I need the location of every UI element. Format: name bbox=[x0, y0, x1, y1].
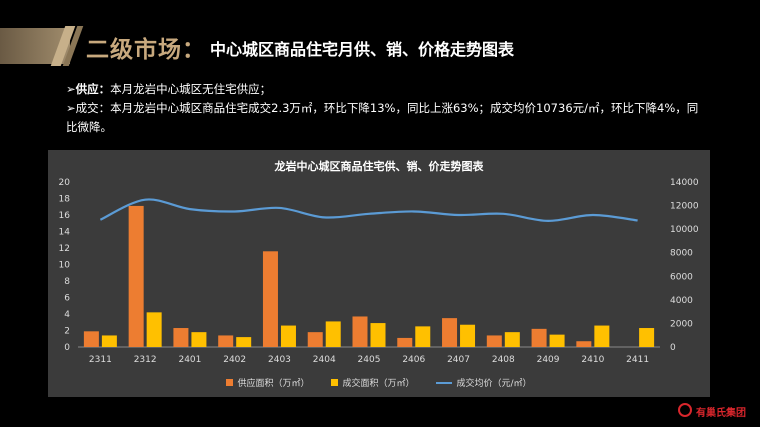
x-tick-label: 2311 bbox=[89, 355, 112, 365]
bar-supply bbox=[128, 205, 144, 347]
deal-text: 本月龙岩中心城区商品住宅成交2.3万㎡，环比下降13%，同比上涨63%；成交均价… bbox=[66, 101, 699, 134]
bar-supply bbox=[486, 335, 502, 347]
x-tick-label: 2401 bbox=[178, 355, 201, 365]
bar-supply bbox=[442, 318, 458, 347]
legend-swatch-supply bbox=[226, 379, 234, 386]
y-left-tick-label: 18 bbox=[59, 195, 71, 205]
deal-label: ➢成交： bbox=[66, 101, 111, 115]
legend-label-supply: 供应面积（万㎡） bbox=[237, 379, 310, 389]
bar-deal bbox=[370, 323, 386, 347]
bar-deal bbox=[415, 326, 431, 347]
chart-panel: 龙岩中心城区商品住宅供、销、价走势图表 0 2 4 6 8 10 12 14 16 18 20 0 20… bbox=[48, 150, 710, 397]
x-tick-label: 2411 bbox=[626, 355, 649, 365]
legend-label-deal: 成交面积（万㎡） bbox=[342, 379, 415, 389]
supply-label: ➢供应： bbox=[66, 82, 111, 96]
logo-text: 有巢氏集团 bbox=[696, 408, 746, 419]
bar-deal bbox=[280, 325, 296, 347]
legend-label-price: 成交均价（元/㎡） bbox=[456, 379, 532, 389]
y-right-tick-label: 14000 bbox=[670, 178, 699, 188]
x-tick-label: 2407 bbox=[447, 355, 470, 365]
y-left-tick-label: 14 bbox=[59, 228, 71, 238]
bar-deal bbox=[639, 328, 655, 347]
bar-deal bbox=[460, 324, 476, 347]
x-tick-label: 2408 bbox=[492, 355, 515, 365]
y-left-tick-label: 10 bbox=[59, 261, 71, 271]
y-right-tick-label: 6000 bbox=[670, 272, 693, 282]
legend-swatch-deal bbox=[331, 379, 339, 386]
x-tick-label: 2403 bbox=[268, 355, 291, 365]
y-left-tick-label: 16 bbox=[59, 211, 71, 221]
bar-deal bbox=[101, 335, 117, 347]
y-right-tick-label: 2000 bbox=[670, 319, 693, 329]
y-left-tick-label: 6 bbox=[64, 294, 70, 304]
summary-bullets: ➢供应：本月龙岩中心城区无住宅供应； ➢成交：本月龙岩中心城区商品住宅成交2.3… bbox=[66, 80, 706, 137]
bar-deal bbox=[549, 334, 565, 347]
chart-title: 龙岩中心城区商品住宅供、销、价走势图表 bbox=[274, 160, 484, 173]
deal-bullet: ➢成交：本月龙岩中心城区商品住宅成交2.3万㎡，环比下降13%，同比上涨63%；… bbox=[66, 99, 706, 137]
chart-legend: 供应面积（万㎡） 成交面积（万㎡） 成交均价（元/㎡） bbox=[48, 376, 710, 389]
legend-item-supply: 供应面积（万㎡） bbox=[226, 376, 309, 389]
page-subtitle: 中心城区商品住宅月供、销、价格走势图表 bbox=[210, 40, 515, 59]
x-tick-label: 2410 bbox=[581, 355, 604, 365]
x-tick-label: 2409 bbox=[537, 355, 560, 365]
bar-deal bbox=[236, 337, 252, 347]
y-left-tick-label: 0 bbox=[64, 343, 70, 353]
y-right-tick-label: 8000 bbox=[670, 249, 693, 259]
bar-deal bbox=[504, 332, 520, 347]
bar-deal bbox=[325, 321, 341, 347]
bar-supply bbox=[218, 335, 234, 347]
bar-supply bbox=[173, 328, 189, 347]
y-left-tick-label: 4 bbox=[64, 310, 70, 320]
x-tick-label: 2312 bbox=[134, 355, 157, 365]
y-right-tick-label: 12000 bbox=[670, 202, 699, 212]
line-price bbox=[99, 198, 638, 222]
bar-supply bbox=[83, 331, 99, 347]
bar-deal bbox=[594, 325, 610, 347]
bar-supply bbox=[531, 328, 547, 347]
bar-supply bbox=[397, 337, 413, 347]
supply-text: 本月龙岩中心城区无住宅供应； bbox=[110, 82, 272, 96]
bar-supply bbox=[352, 316, 368, 347]
x-tick-label: 2405 bbox=[358, 355, 381, 365]
logo-mark-icon bbox=[678, 403, 692, 417]
y-left-tick-label: 2 bbox=[64, 327, 70, 337]
bar-deal bbox=[191, 332, 207, 347]
bar-supply bbox=[262, 251, 278, 347]
bar-supply bbox=[576, 341, 592, 347]
page-title: 二级市场： bbox=[86, 37, 206, 63]
bar-deal bbox=[146, 312, 162, 347]
y-right-tick-label: 10000 bbox=[670, 225, 699, 235]
y-left-tick-label: 12 bbox=[59, 244, 70, 254]
y-right-tick-label: 0 bbox=[670, 343, 676, 353]
legend-swatch-price bbox=[436, 381, 453, 384]
legend-item-deal: 成交面积（万㎡） bbox=[331, 376, 414, 389]
legend-item-price: 成交均价（元/㎡） bbox=[436, 376, 532, 389]
supply-bullet: ➢供应：本月龙岩中心城区无住宅供应； bbox=[66, 80, 706, 99]
chart-plot: 0 2 4 6 8 10 12 14 16 18 20 0 2000 4000 6000 8000 10000 1… bbox=[59, 178, 699, 365]
x-tick-label: 2402 bbox=[223, 355, 246, 365]
x-tick-label: 2406 bbox=[402, 355, 425, 365]
y-right-tick-label: 4000 bbox=[670, 296, 693, 306]
y-left-tick-label: 20 bbox=[59, 178, 71, 188]
company-logo: 有巢氏集团 bbox=[678, 400, 760, 422]
header-bar: 二级市场： 中心城区商品住宅月供、销、价格走势图表 bbox=[0, 22, 760, 72]
bar-supply bbox=[307, 332, 323, 347]
y-left-tick-label: 8 bbox=[64, 277, 70, 287]
x-tick-label: 2404 bbox=[313, 355, 336, 365]
